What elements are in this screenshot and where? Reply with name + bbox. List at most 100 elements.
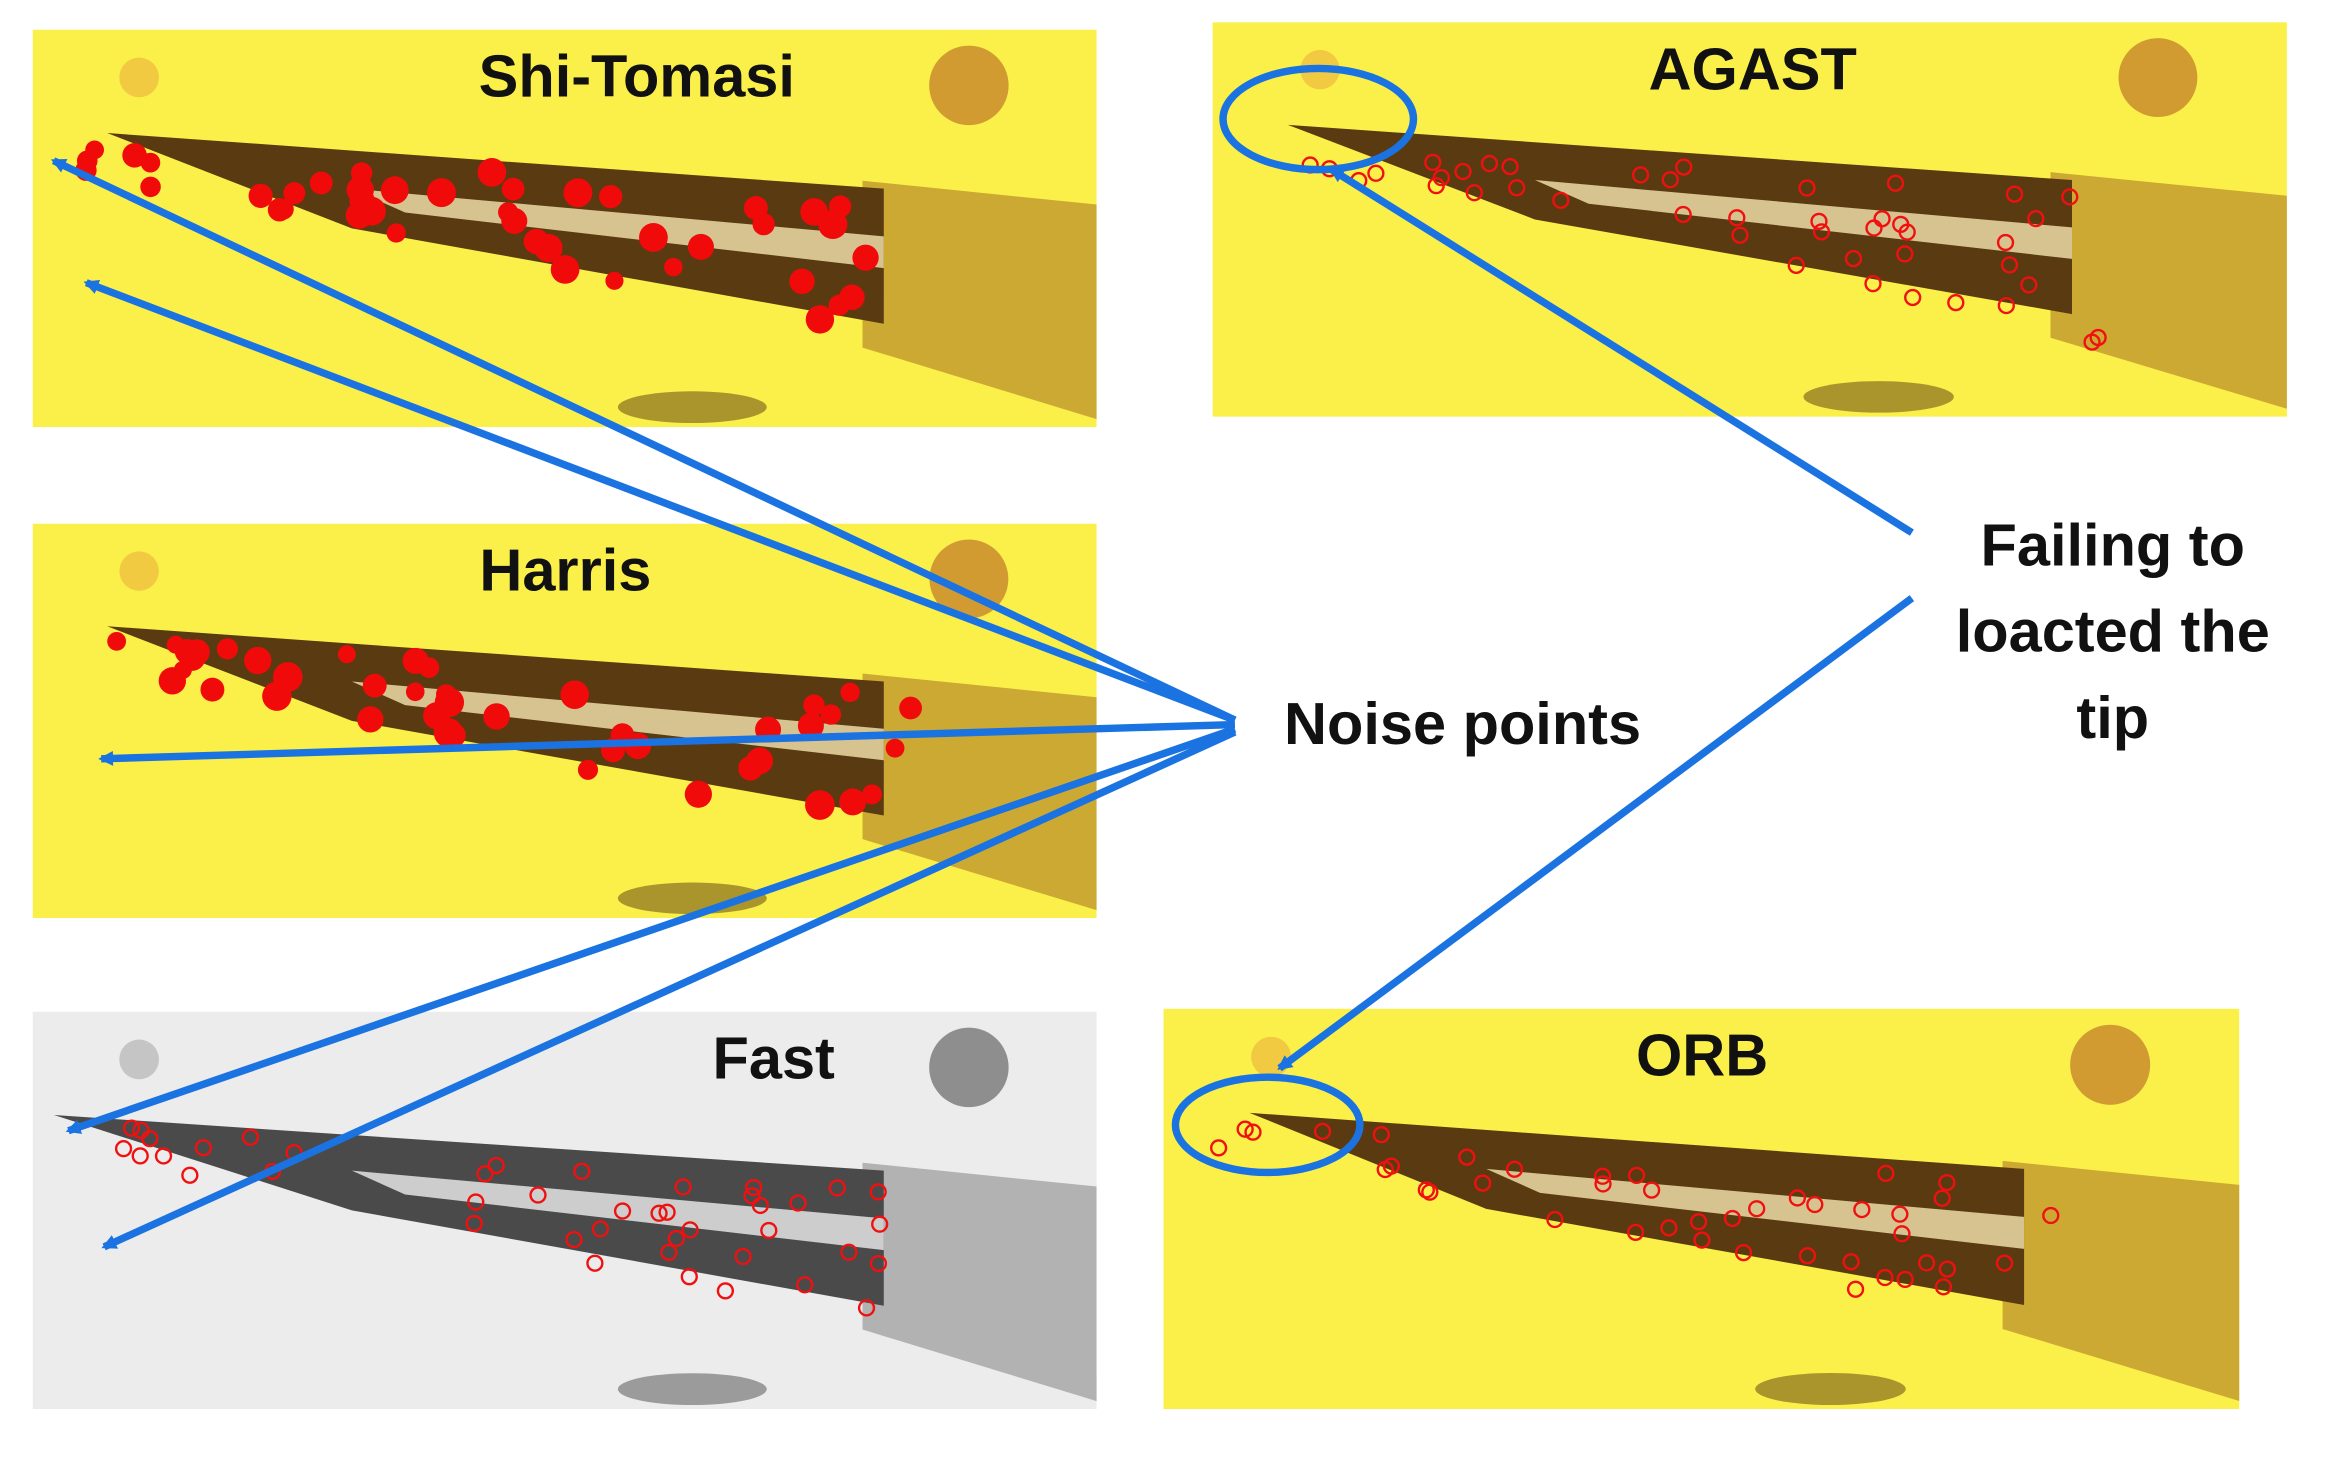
keypoint xyxy=(573,1162,591,1180)
keypoint xyxy=(796,1276,814,1294)
keypoint xyxy=(1947,293,1965,312)
keypoint xyxy=(1210,1139,1228,1157)
needle-highlight xyxy=(1534,180,2073,259)
keypoint xyxy=(1546,1210,1564,1229)
needle xyxy=(1287,124,2073,315)
panel-title: AGAST xyxy=(1649,35,1857,102)
keypoint xyxy=(1660,1219,1678,1237)
blob xyxy=(929,539,1009,619)
keypoint xyxy=(1842,1253,1860,1271)
keypoint xyxy=(1627,1166,1646,1184)
keypoint xyxy=(1892,215,1910,234)
keypoint xyxy=(402,647,429,674)
failing-label: loacted the xyxy=(1956,598,2270,665)
needle-holder xyxy=(2002,1160,2240,1402)
keypoint xyxy=(871,1215,889,1233)
keypoint xyxy=(380,176,409,205)
failing-label: Failing to xyxy=(1981,511,2245,578)
keypoint xyxy=(1465,184,1483,202)
keypoint xyxy=(2083,333,2101,351)
keypoint xyxy=(818,209,848,240)
noise-label: Noise points xyxy=(1284,690,1641,757)
keypoint xyxy=(1896,245,1914,263)
keypoint xyxy=(357,706,384,733)
keypoint xyxy=(599,184,623,209)
keypoint xyxy=(273,198,294,220)
keypoint xyxy=(200,677,225,702)
keypoint xyxy=(131,1147,149,1165)
keypoint xyxy=(899,696,922,720)
keypoint xyxy=(746,747,774,775)
keypoint xyxy=(2005,185,2024,203)
needle xyxy=(107,133,884,324)
keypoint xyxy=(869,1254,888,1273)
keypoint xyxy=(1995,1254,2014,1272)
keypoint xyxy=(1661,171,1679,189)
keypoint xyxy=(1626,1223,1645,1242)
keypoint xyxy=(1367,164,1385,182)
keypoint xyxy=(1244,1123,1262,1141)
keypoint xyxy=(805,790,835,820)
keypoint xyxy=(179,644,206,671)
keypoint xyxy=(1806,1195,1824,1214)
keypoint xyxy=(1313,1122,1332,1140)
needle-holder xyxy=(2050,172,2287,409)
shadow xyxy=(1755,1372,1906,1406)
keypoint xyxy=(550,255,580,284)
keypoint xyxy=(1788,1189,1807,1207)
keypoint xyxy=(1501,157,1519,176)
arrow xyxy=(65,725,1237,1135)
keypoint xyxy=(716,1282,735,1300)
keypoint xyxy=(789,268,815,295)
keypoint xyxy=(1593,1167,1612,1185)
keypoint xyxy=(529,1186,547,1204)
needle-highlight xyxy=(351,188,884,269)
keypoint xyxy=(476,1165,494,1183)
keypoint xyxy=(591,1220,610,1238)
keypoint xyxy=(1505,1160,1524,1178)
arrow xyxy=(83,279,1237,724)
keypoint xyxy=(1846,1280,1865,1298)
keypoint xyxy=(743,1187,761,1205)
keypoint xyxy=(2042,1206,2060,1225)
keypoint xyxy=(241,1128,260,1146)
keypoint xyxy=(426,178,456,208)
keypoint xyxy=(586,1254,604,1272)
keypoint xyxy=(1642,1181,1661,1199)
keypoint xyxy=(1810,212,1828,230)
blob xyxy=(929,1027,1009,1108)
keypoint xyxy=(1787,256,1805,274)
keypoint xyxy=(76,150,98,172)
keypoint xyxy=(1844,250,1863,268)
keypoint xyxy=(487,1156,505,1175)
arrow xyxy=(50,157,1237,724)
keypoint xyxy=(1853,1200,1871,1219)
keypoint xyxy=(283,182,306,205)
keypoint xyxy=(1934,1278,1953,1296)
keypoint xyxy=(1421,1183,1439,1201)
keypoint xyxy=(337,645,356,664)
keypoint xyxy=(362,673,387,698)
panel-title: Fast xyxy=(713,1025,836,1092)
keypoint xyxy=(436,684,457,705)
keypoint xyxy=(1798,1247,1817,1265)
keypoint xyxy=(248,183,273,208)
keypoint xyxy=(154,1147,173,1165)
keypoint xyxy=(132,1121,150,1139)
keypoint xyxy=(1798,179,1816,197)
keypoint xyxy=(613,1202,632,1220)
keypoint xyxy=(660,1243,678,1262)
keypoint xyxy=(1480,154,1499,173)
keypoint xyxy=(386,223,406,243)
keypoint xyxy=(1594,1175,1612,1193)
tip-circle xyxy=(1171,1073,1364,1177)
keypoint xyxy=(1474,1174,1492,1192)
keypoint xyxy=(1631,166,1650,184)
keypoint xyxy=(2061,188,2079,206)
arrow xyxy=(101,728,1237,1251)
tip-circle xyxy=(1219,64,1418,174)
keypoint xyxy=(1893,1225,1911,1243)
keypoint xyxy=(667,1229,685,1248)
keypoint xyxy=(2000,256,2019,274)
panel-title: Shi-Tomasi xyxy=(479,43,795,110)
